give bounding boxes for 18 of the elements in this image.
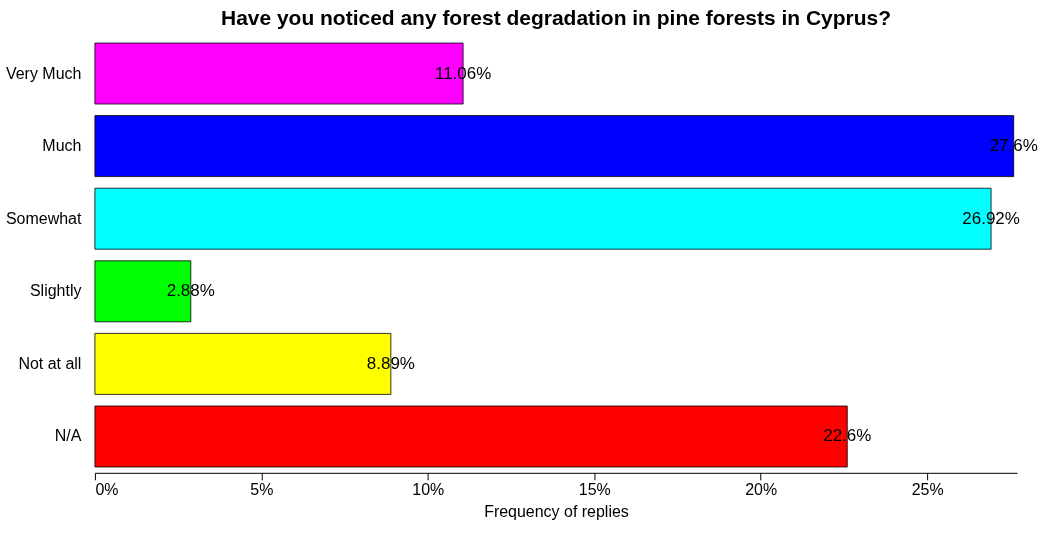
y-tick-label: Slightly: [29, 282, 82, 300]
chart-title: Have you noticed any forest degradation in pine forests in Cyprus?: [220, 6, 891, 30]
data-label: 2.88%: [166, 281, 215, 301]
y-tick-label: Very Much: [5, 64, 82, 82]
data-label: 26.92%: [962, 208, 1020, 228]
x-tick-label: 0%: [95, 481, 119, 499]
x-tick-label: 25%: [911, 481, 944, 499]
x-tick-label: 5%: [250, 481, 274, 499]
x-tick-label: 10%: [412, 481, 445, 499]
data-label: 11.06%: [434, 63, 492, 83]
x-tick-label: 15%: [578, 481, 611, 499]
x-tick-label: 20%: [745, 481, 778, 499]
x-axis-title: Frequency of replies: [484, 503, 629, 521]
data-label: 22.6%: [823, 426, 872, 446]
y-tick-label: Not at all: [18, 354, 82, 372]
y-tick-label: Much: [42, 137, 82, 155]
y-tick-label: Somewhat: [5, 209, 82, 227]
y-tick-label: N/A: [54, 427, 82, 445]
